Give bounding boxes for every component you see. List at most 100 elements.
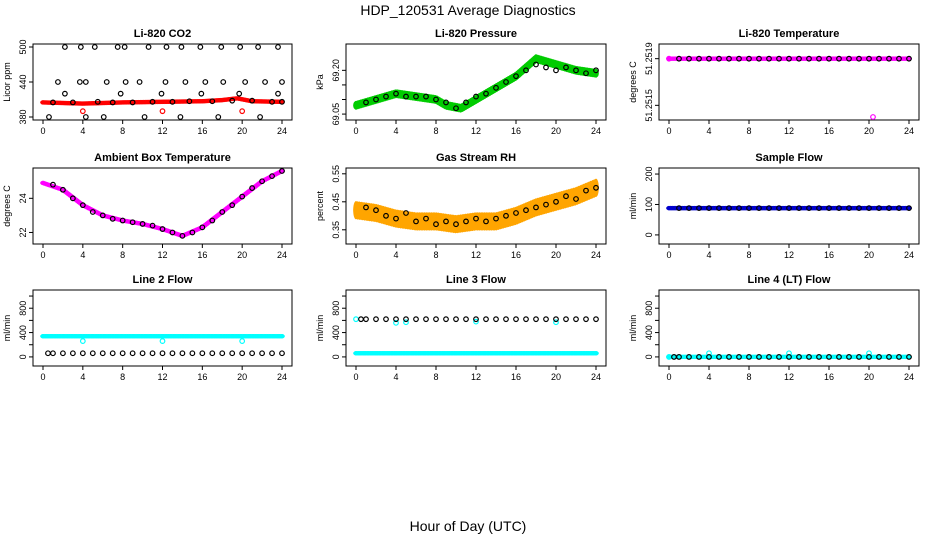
data-point [726, 55, 732, 62]
y-tick-label: 51.2519 [644, 42, 654, 75]
data-point [219, 350, 226, 357]
plot-frame [32, 167, 293, 245]
data-point [62, 90, 68, 97]
data-point [69, 99, 76, 106]
chart-title: Line 2 Flow [133, 274, 193, 286]
data-point [79, 108, 86, 115]
y-axis-label: degrees C [628, 61, 638, 103]
y-axis-label: ml/min [628, 193, 638, 220]
data-point [179, 232, 186, 239]
data-point [473, 93, 479, 100]
data-point [139, 221, 146, 227]
data-point [583, 316, 589, 323]
x-tick-label: 4 [80, 126, 85, 136]
data-point [553, 198, 559, 205]
data-point [279, 79, 285, 85]
x-tick-label: 16 [511, 250, 521, 260]
data-point [766, 55, 772, 62]
data-point [816, 55, 822, 62]
data-point [433, 96, 439, 103]
data-point [275, 90, 281, 97]
y-axis-label: ml/min [628, 315, 638, 342]
chart-panel: Li-820 CO2 Licor ppm 0 4 8 12 16 20 24 380 440 500 [2, 28, 293, 136]
data-point [186, 98, 193, 105]
data-point [826, 55, 832, 62]
data-point [870, 114, 876, 120]
data-point [79, 338, 86, 344]
data-point [513, 316, 519, 323]
data-point [209, 217, 216, 224]
data-point [676, 55, 682, 62]
data-point [163, 44, 170, 50]
data-point [856, 354, 862, 360]
data-point [91, 44, 98, 50]
data-point [413, 316, 419, 323]
data-point [109, 99, 116, 106]
data-point [209, 350, 216, 357]
y-tick-label: 400 [331, 325, 341, 340]
data-point [62, 44, 68, 50]
data-point [493, 84, 499, 91]
y-tick-label: 800 [331, 301, 341, 316]
data-point [876, 354, 882, 360]
data-point [746, 205, 752, 212]
data-point [543, 316, 549, 323]
data-point [846, 205, 852, 212]
chart-panel: Line 3 Flow ml/min 0 4 8 12 16 20 24 0 400 800 [315, 274, 607, 382]
data-point [746, 354, 752, 360]
data-point [141, 114, 148, 120]
plot-frame [658, 43, 920, 121]
data-point [523, 67, 529, 74]
data-point [197, 44, 204, 50]
data-point [543, 64, 549, 71]
data-point [60, 186, 66, 193]
data-point [423, 215, 429, 222]
x-tick-label: 12 [157, 372, 167, 382]
plot-frame [32, 289, 293, 367]
data-point [463, 316, 469, 323]
data-point [269, 350, 275, 357]
data-point [259, 350, 265, 357]
data-point [159, 108, 166, 115]
data-point [866, 205, 872, 212]
x-tick-label: 12 [471, 372, 481, 382]
data-point [593, 67, 599, 74]
data-point [69, 350, 76, 357]
data-point [139, 350, 146, 357]
y-tick-label: 200 [644, 167, 654, 182]
data-point [786, 55, 792, 62]
x-tick-label: 0 [40, 126, 45, 136]
chart-title: Ambient Box Temperature [94, 152, 231, 164]
data-point [158, 90, 165, 97]
data-point [906, 55, 912, 62]
x-tick-label: 20 [237, 372, 247, 382]
data-point [776, 55, 782, 62]
data-point [503, 212, 509, 219]
data-point [483, 316, 489, 323]
x-tick-label: 4 [706, 126, 711, 136]
data-point [189, 350, 196, 357]
x-tick-label: 8 [746, 126, 751, 136]
data-point [563, 316, 569, 323]
data-point [259, 178, 265, 185]
y-tick-label: 0.45 [331, 193, 341, 211]
data-point [473, 318, 479, 325]
data-point [836, 205, 842, 212]
data-point [99, 350, 106, 357]
data-point [249, 350, 256, 357]
data-point [736, 55, 742, 62]
x-tick-label: 0 [666, 372, 671, 382]
data-point [513, 210, 519, 216]
x-tick-label: 20 [551, 250, 561, 260]
data-point [493, 215, 499, 222]
data-point [846, 354, 852, 360]
data-point [145, 44, 152, 50]
x-tick-label: 0 [666, 250, 671, 260]
data-point [473, 215, 479, 222]
data-point [136, 79, 143, 85]
data-point [269, 98, 275, 105]
x-tick-label: 0 [353, 126, 358, 136]
data-point [219, 209, 226, 215]
x-tick-label: 24 [591, 372, 601, 382]
x-tick-label: 20 [551, 372, 561, 382]
